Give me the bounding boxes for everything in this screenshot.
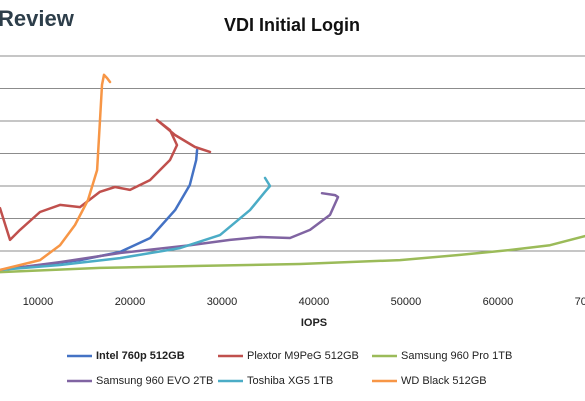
x-tick-label: 40000 <box>299 296 330 308</box>
x-tick-label: 10000 <box>23 296 54 308</box>
plot-area <box>0 73 585 274</box>
series-line <box>0 176 272 272</box>
x-tick-label: 60000 <box>483 296 514 308</box>
legend-label: Toshiba XG5 1TB <box>247 375 333 387</box>
legend-label: Intel 760p 512GB <box>96 350 185 362</box>
x-tick-label: 20000 <box>115 296 146 308</box>
series-line <box>0 73 112 272</box>
series-line <box>0 191 340 272</box>
x-axis-label: IOPS <box>301 317 327 329</box>
legend-label: Samsung 960 Pro 1TB <box>401 350 512 362</box>
legend-label: WD Black 512GB <box>401 375 487 387</box>
series-line <box>0 118 212 242</box>
x-tick-label: 50000 <box>391 296 422 308</box>
x-tick-label: 30000 <box>207 296 238 308</box>
x-tick-label: 70000 <box>575 296 585 308</box>
brand-logo: Review <box>0 6 75 31</box>
chart-title: VDI Initial Login <box>224 15 360 35</box>
legend-label: Plextor M9PeG 512GB <box>247 350 359 362</box>
legend-label: Samsung 960 EVO 2TB <box>96 375 213 387</box>
series-line <box>0 234 585 274</box>
series-line <box>0 148 199 272</box>
